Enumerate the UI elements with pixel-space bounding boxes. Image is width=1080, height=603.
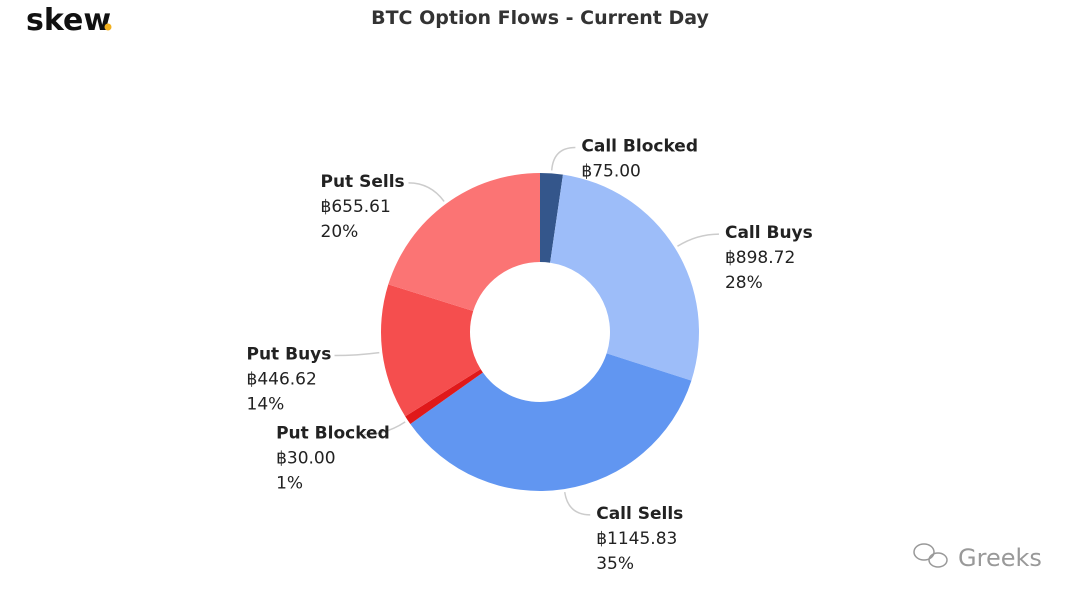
label-value: ฿1145.83 xyxy=(596,529,677,549)
chart-title: BTC Option Flows - Current Day xyxy=(371,7,709,29)
watermark-icon xyxy=(913,543,948,568)
logo-dot xyxy=(104,23,112,31)
label-percent: 1% xyxy=(276,474,303,494)
slice xyxy=(388,173,540,312)
label-name: Put Sells xyxy=(321,172,405,192)
label-name: Call Buys xyxy=(725,223,813,243)
leader-line xyxy=(563,491,591,516)
leader-line xyxy=(364,421,406,436)
label-name: Call Blocked xyxy=(581,136,698,156)
slice xyxy=(410,353,692,491)
leader-line xyxy=(550,146,576,171)
label-percent: 20% xyxy=(321,222,359,242)
slice xyxy=(405,369,483,424)
label-percent: 14% xyxy=(247,395,285,415)
label-value: ฿30.00 xyxy=(276,449,335,469)
watermark: Greeks xyxy=(958,544,1042,572)
leader-line xyxy=(334,351,380,357)
label-percent: 35% xyxy=(596,554,634,574)
label-name: Put Buys xyxy=(247,345,332,365)
label-value: ฿655.61 xyxy=(321,197,391,217)
label-name: Put Blocked xyxy=(276,424,390,444)
leader-line xyxy=(408,182,445,202)
label-name: Call Sells xyxy=(596,504,683,524)
slice xyxy=(381,284,481,417)
label-value: ฿75.00 xyxy=(581,161,640,181)
slice xyxy=(540,173,563,263)
label-value: ฿446.62 xyxy=(247,370,317,390)
leader-line xyxy=(677,233,719,247)
slice xyxy=(550,174,699,381)
label-percent: 28% xyxy=(725,273,763,293)
brand-logo: skew xyxy=(26,3,111,38)
label-value: ฿898.72 xyxy=(725,248,795,268)
